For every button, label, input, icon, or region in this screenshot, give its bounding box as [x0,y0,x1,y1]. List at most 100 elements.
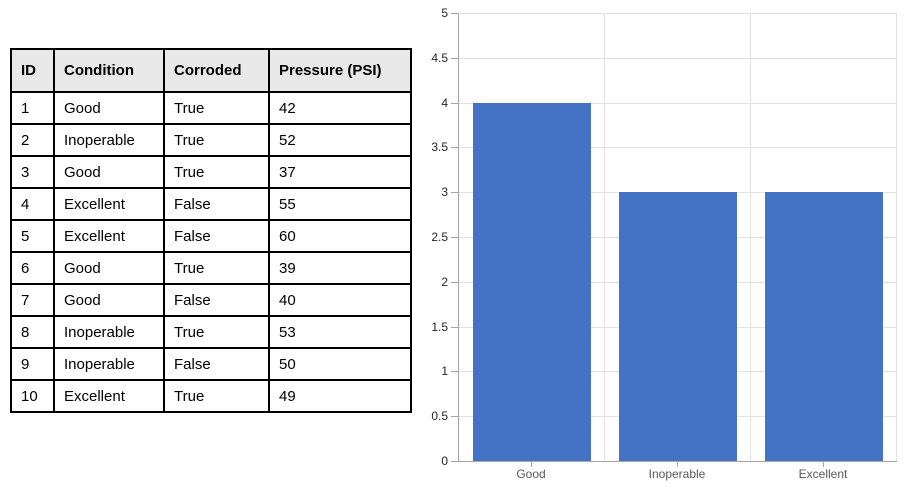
table-cell: 4 [10,187,55,221]
table-cell: 60 [268,219,412,253]
y-axis-label: 2 [441,274,448,289]
y-axis-label: 4 [441,95,448,110]
table-header: ID Condition Corroded Pressure (PSI) [10,48,412,93]
table-cell: 2 [10,123,55,157]
y-axis-label: 0 [441,454,448,468]
table-cell: 5 [10,219,55,253]
y-axis-label: 0.5 [431,409,448,424]
table-cell: 53 [268,315,412,349]
y-axis-tick [451,102,458,104]
y-axis-label: 5 [441,6,448,20]
table-cell: Inoperable [53,315,165,349]
y-axis-tick [451,371,458,373]
table-row: 2 Inoperable True 52 [10,123,412,157]
table-cell: True [163,91,270,125]
table-cell: 8 [10,315,55,349]
y-axis-tick [451,281,458,283]
table-cell: 50 [268,347,412,381]
y-axis-tick [451,147,458,149]
gridline-vertical [896,13,897,461]
table-cell: 55 [268,187,412,221]
x-axis-label: Good [516,467,546,481]
table-cell: True [163,123,270,157]
y-axis-label: 1.5 [431,319,448,334]
gridline-horizontal [459,102,897,104]
table-cell: True [163,251,270,285]
y-axis-label: 2.5 [431,230,448,244]
data-table-wrap: ID Condition Corroded Pressure (PSI) 1 Good T… [10,48,412,413]
table-cell: True [163,155,270,189]
table-cell: 40 [268,283,412,317]
table-row: 7 Good False 40 [10,283,412,317]
x-axis-tick [677,462,678,467]
table-cell: Excellent [53,219,165,253]
y-axis-tick [451,237,458,238]
table-row: 3 Good True 37 [10,155,412,189]
bar-inoperable [619,192,737,461]
table-cell: 10 [10,379,55,413]
table-cell: True [163,315,270,349]
table-cell: 1 [10,91,55,125]
table-row: 4 Excellent False 55 [10,187,412,221]
x-axis-label: Inoperable [648,467,706,481]
table-cell: Excellent [53,379,165,413]
table-cell: False [163,187,270,221]
y-axis-label: 3 [441,185,448,200]
y-axis-tick [451,13,458,14]
gridline-horizontal [459,147,897,149]
table-cell: Good [53,91,165,125]
column-header: ID [10,48,55,93]
x-axis-tick [531,462,532,467]
table-cell: Inoperable [53,347,165,381]
table-body: 1 Good True 42 2 Inoperable True 52 3 Good True 37 4… [10,91,412,413]
table-cell: True [163,379,270,413]
table-cell: 42 [268,91,412,125]
table-cell: 7 [10,283,55,317]
table-cell: False [163,283,270,317]
y-axis-tick [451,192,458,194]
y-axis-label: 3.5 [431,140,448,155]
x-axis-tick [823,462,824,467]
table-row: 8 Inoperable True 53 [10,315,412,349]
table-cell: False [163,219,270,253]
y-axis-label: 4.5 [431,50,448,65]
plot-area [451,13,897,462]
table-row: 1 Good True 42 [10,91,412,125]
table-cell: 6 [10,251,55,285]
table-cell: Excellent [53,187,165,221]
gridline-horizontal [459,57,897,59]
table-row: 10 Excellent True 49 [10,379,412,413]
y-axis-label: 1 [441,364,448,379]
gridline-horizontal [459,13,897,14]
table-cell: False [163,347,270,381]
table-cell: Good [53,251,165,285]
table-cell: 3 [10,155,55,189]
y-axis-tick [451,416,458,418]
column-header: Condition [53,48,165,93]
data-table: ID Condition Corroded Pressure (PSI) 1 Good T… [10,48,412,413]
table-cell: 37 [268,155,412,189]
column-header: Pressure (PSI) [268,48,412,93]
y-axis-tick [451,57,458,59]
table-cell: 52 [268,123,412,157]
x-axis-label: Excellent [798,467,848,481]
table-cell: Good [53,155,165,189]
y-axis-tick [451,461,458,462]
column-header: Corroded [163,48,270,93]
bar-good [473,102,591,461]
table-row: 9 Inoperable False 50 [10,347,412,381]
table-cell: Good [53,283,165,317]
gridline-vertical [750,13,751,461]
table-cell: 39 [268,251,412,285]
table-cell: 9 [10,347,55,381]
bar-excellent [765,192,883,461]
y-axis-tick [451,326,458,328]
table-row: 6 Good True 39 [10,251,412,285]
gridline-vertical [604,13,605,461]
table-row: 5 Excellent False 60 [10,219,412,253]
table-header-row: ID Condition Corroded Pressure (PSI) [10,48,412,93]
table-cell: 49 [268,379,412,413]
table-cell: Inoperable [53,123,165,157]
